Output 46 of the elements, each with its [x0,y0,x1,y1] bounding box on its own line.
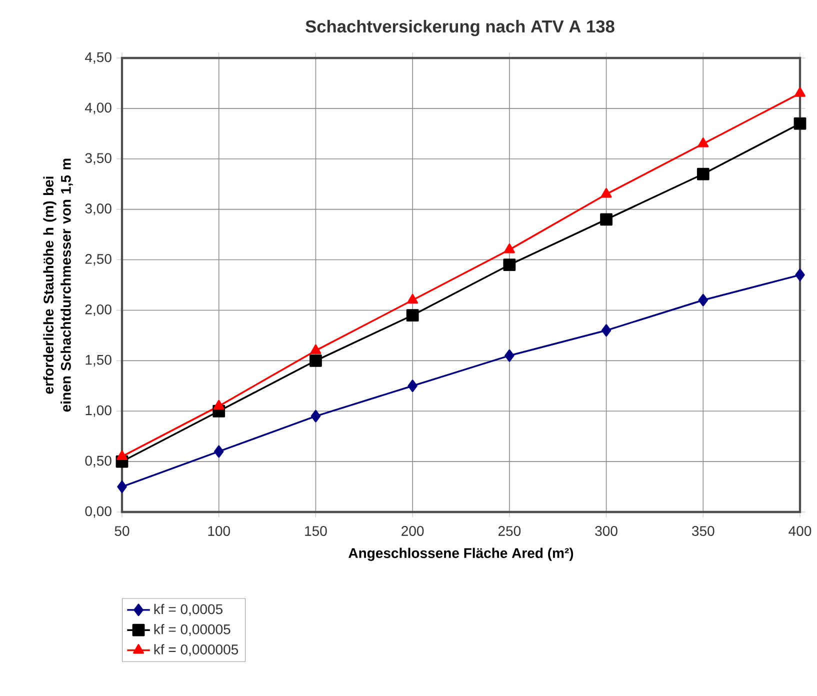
point [698,138,709,148]
legend-label: kf = 0,00005 [154,624,230,636]
x-tick-label: 100 [208,526,230,536]
legend-label: kf = 0,000005 [154,644,238,656]
x-tick-label: 350 [692,526,714,536]
x-tick-label: 250 [498,526,521,536]
point [795,268,805,282]
point [504,349,514,362]
legend-label: kf = 0,0005 [154,604,222,616]
y-tick-label: 0,00 [85,506,112,518]
point [116,450,128,460]
point [310,344,322,354]
x-axis-title: Angeschlossene Fläche Ared (m²) [348,548,574,561]
point [794,87,806,97]
point [310,410,321,422]
y-tick-label: 4,50 [85,52,112,64]
point [407,294,418,304]
point [698,294,708,306]
point [408,380,418,392]
point [794,117,806,130]
y-tick-label: 4,00 [85,102,112,114]
point [504,243,515,254]
y-tick-label: 1,50 [86,354,112,366]
x-tick-label: 400 [788,526,812,536]
point [696,168,710,180]
y-tick-label: 2,00 [85,304,112,316]
x-tick-label: 300 [595,526,618,536]
point [600,188,612,198]
y-tick-label: 1,00 [86,405,112,417]
point [310,354,322,367]
y-tick-label: 3,50 [85,153,112,165]
point [213,400,224,410]
point [117,480,127,493]
point [600,213,612,226]
point [503,258,516,272]
y-tick-label: 0,50 [85,456,112,468]
y-tick-label: 3,00 [85,204,112,216]
x-tick-label: 150 [305,526,327,536]
x-tick-label: 50 [114,526,130,536]
point [406,309,419,322]
y-axis-title: erforderliche Stauhöhe h (m) bei einen Schachtdurchmesser von 1,5 m [43,158,73,412]
point [214,445,224,458]
point [601,324,612,337]
chart-title: Schachtversickerung nach ATV A 138 [306,20,614,36]
x-tick-label: 200 [402,526,424,536]
y-tick-label: 2,50 [85,254,112,266]
